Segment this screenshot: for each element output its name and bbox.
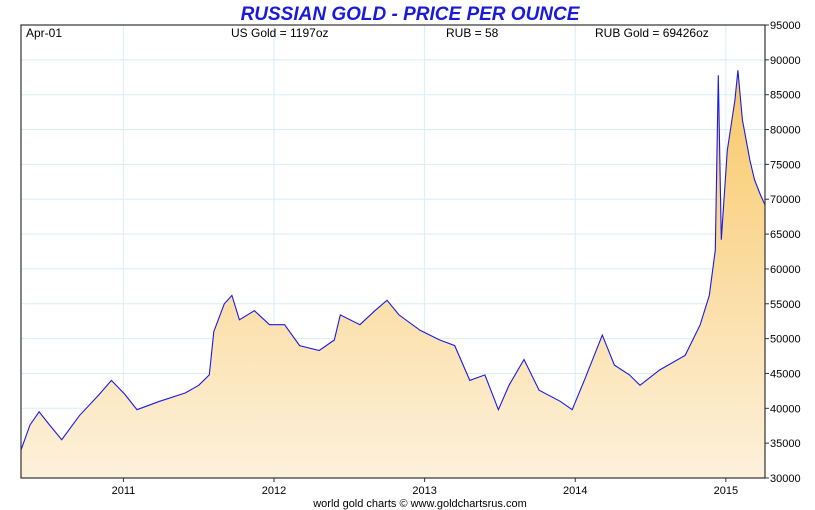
x-tick-label: 2011 bbox=[112, 485, 136, 497]
y-tick-label: 55000 bbox=[770, 299, 801, 311]
y-axis: 30000 35000 40000 45000 50000 55000 60000 65000… bbox=[765, 20, 801, 485]
y-tick-label: 30000 bbox=[770, 473, 801, 485]
y-tick-label: 60000 bbox=[770, 264, 801, 276]
x-axis: 2011 2012 2013 2014 2015 bbox=[112, 478, 738, 497]
x-tick-label: 2012 bbox=[262, 485, 286, 497]
y-tick-label: 75000 bbox=[770, 159, 801, 171]
header-rub-gold: RUB Gold = 69426oz bbox=[595, 26, 709, 40]
header-rub: RUB = 58 bbox=[446, 26, 499, 40]
header-date: Apr-01 bbox=[26, 26, 62, 40]
chart-title: RUSSIAN GOLD - PRICE PER OUNCE bbox=[241, 4, 581, 25]
area-fill bbox=[21, 70, 765, 479]
y-tick-label: 85000 bbox=[770, 90, 801, 102]
y-tick-label: 80000 bbox=[770, 125, 801, 137]
y-tick-label: 95000 bbox=[770, 20, 801, 32]
y-tick-label: 90000 bbox=[770, 55, 801, 67]
y-tick-label: 40000 bbox=[770, 403, 801, 415]
y-tick-label: 50000 bbox=[770, 334, 801, 346]
y-tick-label: 70000 bbox=[770, 194, 801, 206]
y-tick-label: 45000 bbox=[770, 368, 801, 380]
x-tick-label: 2015 bbox=[714, 485, 738, 497]
chart-credit: world gold charts © www.goldchartsrus.co… bbox=[312, 498, 527, 510]
series-line bbox=[20, 70, 766, 451]
plot-frame bbox=[20, 24, 766, 479]
header-us-gold: US Gold = 1197oz bbox=[231, 26, 329, 40]
y-tick-label: 65000 bbox=[770, 229, 801, 241]
x-tick-label: 2014 bbox=[563, 485, 587, 497]
y-tick-label: 35000 bbox=[770, 438, 801, 450]
x-tick-label: 2013 bbox=[412, 485, 436, 497]
